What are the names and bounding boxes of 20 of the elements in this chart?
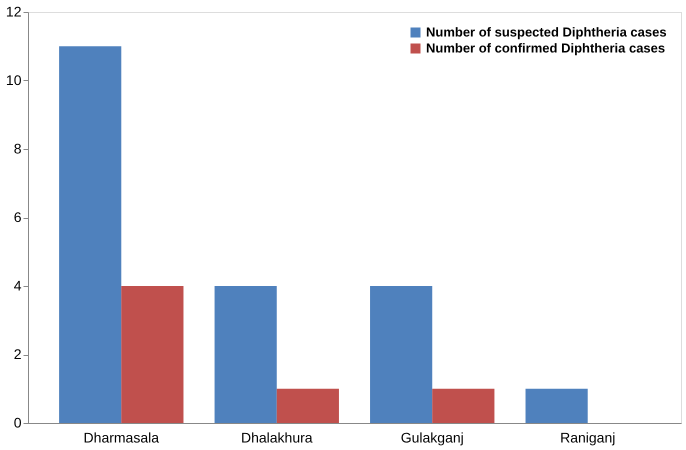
x-tick-label: Gulakganj — [400, 430, 464, 446]
legend-label: Number of suspected Diphtheria cases — [426, 24, 667, 40]
bar — [121, 286, 184, 423]
x-tick-label: Dharmasala — [84, 430, 160, 446]
bar — [370, 286, 432, 423]
y-tick-label: 0 — [14, 414, 22, 430]
x-tick-label: Raniganj — [560, 430, 616, 446]
y-tick-label: 12 — [6, 4, 22, 20]
bar — [59, 46, 122, 423]
y-tick-label: 4 — [14, 278, 22, 294]
legend-label: Number of confirmed Diphtheria cases — [426, 40, 666, 56]
bar — [214, 286, 277, 423]
y-tick-label: 10 — [6, 72, 22, 88]
bar — [526, 388, 588, 423]
bar — [276, 388, 339, 423]
x-tick-label: Dhalakhura — [240, 430, 313, 446]
y-tick-label: 8 — [14, 140, 22, 156]
y-tick-label: 2 — [14, 346, 22, 362]
bar — [432, 388, 494, 423]
y-tick-label: 6 — [14, 209, 22, 225]
